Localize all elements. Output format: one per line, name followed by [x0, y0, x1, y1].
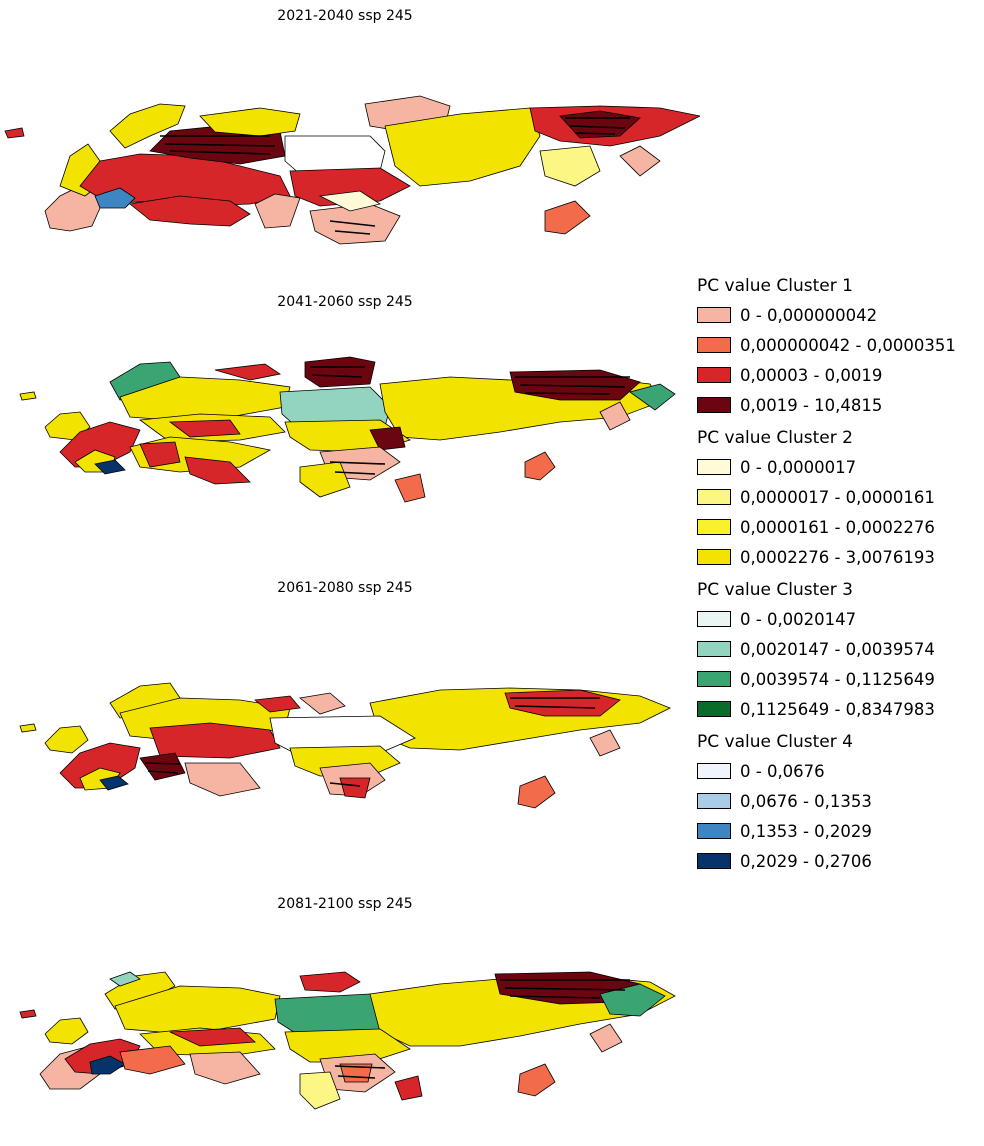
legend-swatch	[697, 763, 731, 779]
legend-label: 0,000000042 - 0,0000351	[740, 335, 956, 355]
map-canvas	[4, 95, 700, 245]
landmass	[19, 682, 671, 809]
legend-item: 0,0676 - 0,1353	[697, 786, 982, 816]
legend-group-cluster-4: PC value Cluster 4 0 - 0,0676 0,0676 - 0…	[697, 728, 982, 876]
map-panel-2081-2100: 2081-2100 ssp 245	[0, 896, 700, 1146]
legend-item: 0,0002276 - 3,0076193	[697, 542, 982, 572]
legend-item: 0,0000017 - 0,0000161	[697, 482, 982, 512]
legend-group-cluster-3: PC value Cluster 3 0 - 0,0020147 0,00201…	[697, 576, 982, 724]
legend-swatch	[697, 549, 731, 565]
legend-swatch	[697, 701, 731, 717]
legend-swatch	[697, 641, 731, 657]
legend-swatch	[697, 853, 731, 869]
legend-item: 0,00003 - 0,0019	[697, 360, 982, 390]
legend-label: 0,0000161 - 0,0002276	[740, 517, 935, 537]
legend-heading: PC value Cluster 3	[697, 580, 853, 600]
legend-swatch	[697, 337, 731, 353]
legend-swatch	[697, 367, 731, 383]
legend-item: 0 - 0,0000017	[697, 452, 982, 482]
map-panel-2041-2060: 2041-2060 ssp 245	[0, 294, 700, 544]
legend-label: 0,0019 - 10,4815	[740, 395, 883, 415]
map-panel-2021-2040: 2021-2040 ssp 245	[0, 8, 700, 258]
landmass	[19, 971, 676, 1110]
map-canvas	[19, 356, 676, 503]
legend-item: 0 - 0,000000042	[697, 300, 982, 330]
legend-group-cluster-1: PC value Cluster 1 0 - 0,000000042 0,000…	[697, 272, 982, 420]
legend-label: 0 - 0,0000017	[740, 457, 857, 477]
legend-label: 0,2029 - 0,2706	[740, 851, 872, 871]
legend-label: 0 - 0,0020147	[740, 609, 857, 629]
legend-item: 0,1125649 - 0,8347983	[697, 694, 982, 724]
legend-item: 0,0020147 - 0,0039574	[697, 634, 982, 664]
legend-label: 0 - 0,0676	[740, 761, 825, 781]
legend-heading: PC value Cluster 2	[697, 428, 853, 448]
legend-heading: PC value Cluster 4	[697, 732, 853, 752]
legend-item: 0,0039574 - 0,1125649	[697, 664, 982, 694]
legend-item: 0,2029 - 0,2706	[697, 846, 982, 876]
legend-label: 0,0676 - 0,1353	[740, 791, 872, 811]
legend-group-cluster-2: PC value Cluster 2 0 - 0,0000017 0,00000…	[697, 424, 982, 572]
legend-item: 0 - 0,0676	[697, 756, 982, 786]
map-title: 2021-2040 ssp 245	[277, 8, 413, 24]
legend-label: 0 - 0,000000042	[740, 305, 878, 325]
legend-swatch	[697, 519, 731, 535]
legend-label: 0,0002276 - 3,0076193	[740, 547, 935, 567]
legend-swatch	[697, 459, 731, 475]
legend-swatch	[697, 489, 731, 505]
legend-heading: PC value Cluster 1	[697, 276, 853, 296]
map-canvas	[19, 971, 676, 1110]
map-canvas	[19, 682, 671, 809]
legend-label: 0,1125649 - 0,8347983	[740, 699, 935, 719]
map-legend: PC value Cluster 1 0 - 0,000000042 0,000…	[697, 272, 982, 880]
hatched-regions	[160, 117, 630, 235]
legend-item: 0,000000042 - 0,0000351	[697, 330, 982, 360]
hatched-regions	[310, 366, 630, 475]
legend-swatch	[697, 823, 731, 839]
legend-swatch	[697, 671, 731, 687]
map-title: 2061-2080 ssp 245	[277, 580, 413, 596]
legend-swatch	[697, 397, 731, 413]
legend-label: 0,0020147 - 0,0039574	[740, 639, 935, 659]
map-title: 2081-2100 ssp 245	[277, 896, 413, 912]
hatched-regions	[334, 979, 630, 1079]
legend-label: 0,1353 - 0,2029	[740, 821, 872, 841]
landmass	[19, 356, 676, 503]
legend-label: 0,00003 - 0,0019	[740, 365, 883, 385]
legend-item: 0 - 0,0020147	[697, 604, 982, 634]
map-panel-2061-2080: 2061-2080 ssp 245	[0, 580, 700, 830]
map-title: 2041-2060 ssp 245	[277, 294, 413, 310]
legend-label: 0,0000017 - 0,0000161	[740, 487, 935, 507]
legend-label: 0,0039574 - 0,1125649	[740, 669, 935, 689]
legend-swatch	[697, 611, 731, 627]
legend-item: 0,0000161 - 0,0002276	[697, 512, 982, 542]
legend-swatch	[697, 307, 731, 323]
legend-swatch	[697, 793, 731, 809]
hatched-regions	[144, 697, 600, 787]
legend-item: 0,0019 - 10,4815	[697, 390, 982, 420]
legend-item: 0,1353 - 0,2029	[697, 816, 982, 846]
